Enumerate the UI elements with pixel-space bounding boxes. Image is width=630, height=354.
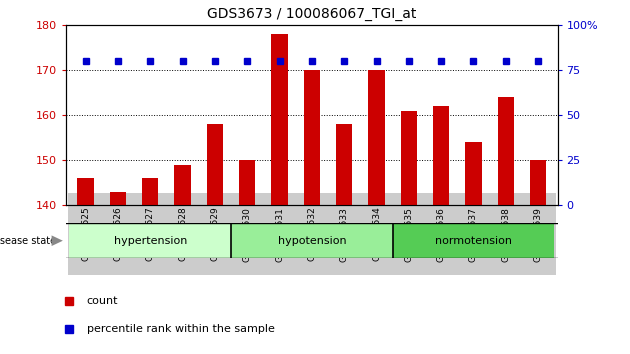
Bar [175,165,191,205]
Text: hypotension: hypotension [278,236,346,246]
Text: count: count [87,296,118,306]
Bar [392,223,554,258]
Bar [142,178,158,205]
Bar [239,160,255,205]
Bar [369,70,384,205]
Bar [433,106,449,205]
Text: disease state: disease state [0,236,55,246]
Title: GDS3673 / 100086067_TGI_at: GDS3673 / 100086067_TGI_at [207,7,416,21]
Bar [304,70,320,205]
Bar [466,142,481,205]
Bar [272,34,288,205]
Bar [336,124,352,205]
Text: hypertension: hypertension [113,236,187,246]
Bar [110,192,126,205]
Bar [207,124,223,205]
Polygon shape [52,235,63,246]
Bar [401,110,417,205]
Bar [498,97,514,205]
Text: normotension: normotension [435,236,512,246]
Bar [77,178,94,205]
Bar [530,160,546,205]
Bar [231,223,392,258]
Text: percentile rank within the sample: percentile rank within the sample [87,324,275,334]
Bar [69,223,231,258]
